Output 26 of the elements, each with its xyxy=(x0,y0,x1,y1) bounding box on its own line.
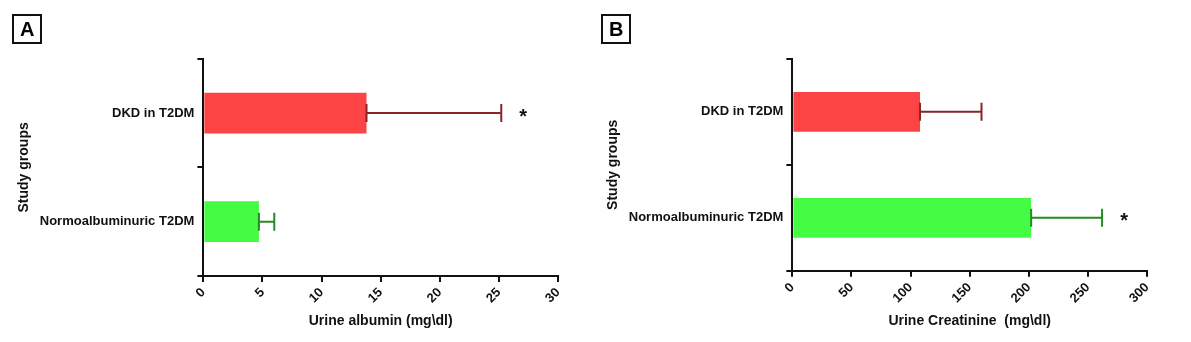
x-tick-label: 10 xyxy=(305,284,327,306)
x-tick-label: 0 xyxy=(192,284,209,301)
x-tick-label: 30 xyxy=(541,284,563,306)
y-tick-label: Normoalbuminuric T2DM xyxy=(628,209,784,225)
x-tick-label: 20 xyxy=(423,284,445,306)
x-tick-label: 15 xyxy=(364,284,386,306)
x-tick-label: 150 xyxy=(948,279,975,306)
x-tick-label: 300 xyxy=(1125,279,1152,306)
y-tick-label: DKD in T2DM xyxy=(701,103,784,119)
annotation: * xyxy=(1120,209,1129,232)
text: B xyxy=(601,14,632,44)
x-tick-label: 0 xyxy=(781,279,798,296)
x-tick-label: 100 xyxy=(889,279,916,306)
x-tick-label: 200 xyxy=(1007,279,1034,306)
x-tick-label: 50 xyxy=(835,279,857,301)
x-axis-title: Urine Creatinine (mg\dl) xyxy=(888,312,1051,329)
y-tick-label: DKD in T2DM xyxy=(112,104,195,120)
y-axis-title: Study groups xyxy=(15,122,32,213)
x-tick-label: 5 xyxy=(251,284,268,301)
x-tick-label: 250 xyxy=(1066,279,1093,306)
y-axis-title: Study groups xyxy=(604,119,621,210)
text: A xyxy=(12,14,43,44)
x-axis-title: Urine albumin (mg\dl) xyxy=(308,312,453,329)
x-tick-label: 25 xyxy=(482,284,504,306)
annotation: * xyxy=(519,104,528,127)
y-tick-label: Normoalbuminuric T2DM xyxy=(39,213,195,229)
